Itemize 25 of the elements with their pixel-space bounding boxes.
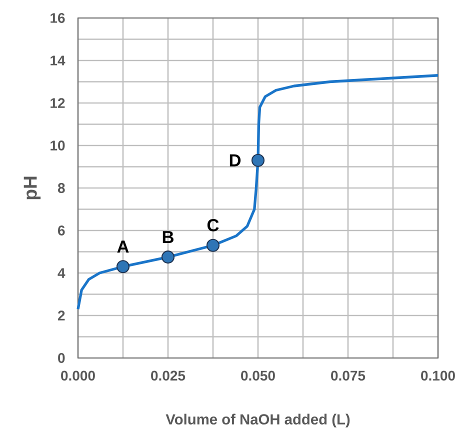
y-tick-label: 14: [50, 56, 66, 66]
x-axis-title: Volume of NaOH added (L): [166, 414, 350, 428]
x-tick-label: 0.075: [331, 370, 366, 381]
y-tick-label: 6: [58, 226, 65, 236]
annotation: B: [162, 231, 174, 244]
point: [116, 260, 130, 274]
x-tick-label: 0.100: [421, 370, 455, 381]
point: [251, 154, 265, 167]
x-tick-label: 0.000: [61, 370, 95, 381]
annotation: A: [117, 240, 129, 253]
y-tick-label: 12: [50, 98, 65, 108]
y-tick-label: 10: [50, 140, 65, 150]
point: [206, 238, 220, 252]
line-series: [76, 74, 440, 310]
x-tick-label: 0.025: [151, 370, 186, 381]
y-tick-label: 8: [58, 183, 65, 193]
annotation: C: [207, 219, 219, 232]
annotation: D: [230, 154, 241, 166]
y-tick-label: 4: [58, 268, 66, 278]
x-tick-label: 0.050: [241, 370, 275, 381]
y-axis-title: pH: [24, 176, 41, 200]
y-tick-label: 2: [58, 310, 65, 320]
point: [161, 250, 175, 264]
y-tick-label: 16: [50, 13, 65, 23]
y-tick-label: 0: [58, 353, 65, 363]
